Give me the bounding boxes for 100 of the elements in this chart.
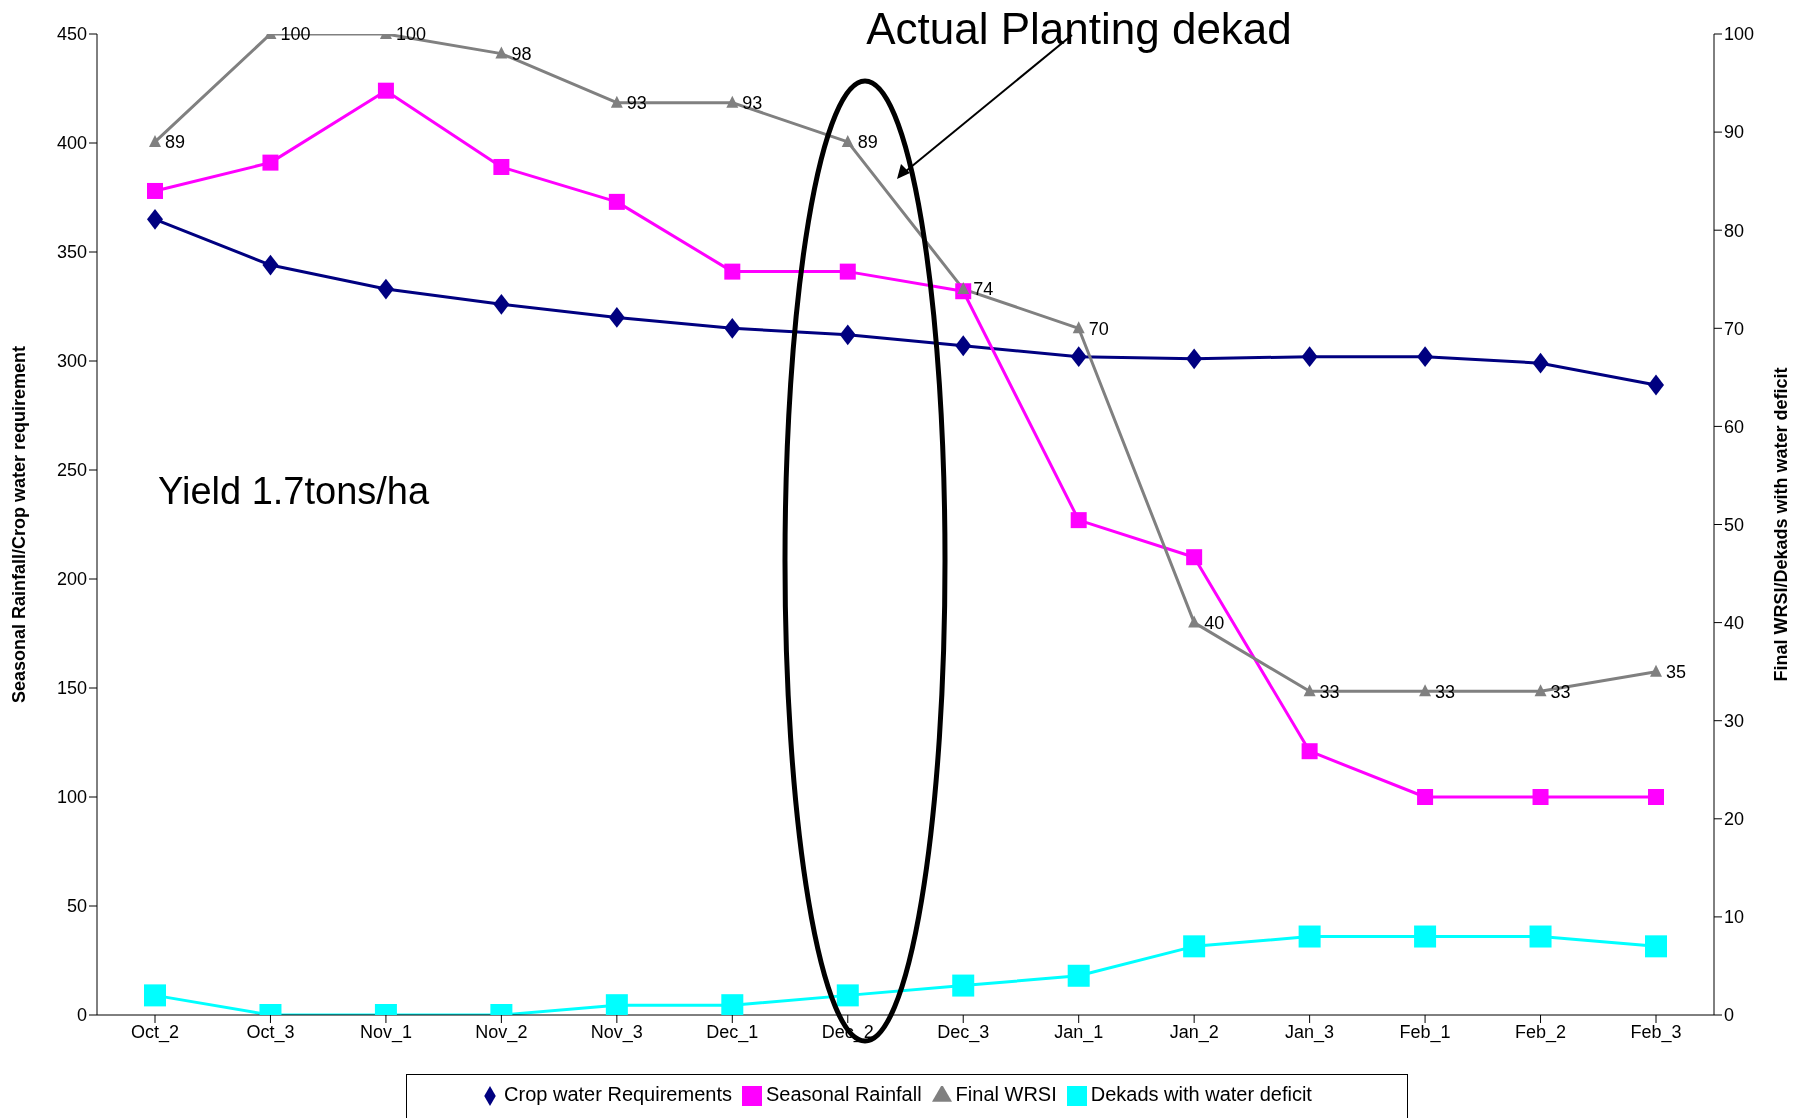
x-tick-label: Jan_3 [1285, 1021, 1335, 1043]
y-tick-label: 450 [56, 24, 87, 45]
point [1532, 789, 1549, 805]
point [493, 158, 510, 175]
data-label: 35 [1666, 662, 1687, 683]
y2-axis-title: Final WRSI/Dekads with water deficit [1771, 367, 1792, 682]
point [1417, 789, 1434, 805]
y2-tick-label: 60 [1724, 416, 1745, 437]
y-tick-label: 350 [56, 242, 87, 263]
data-label: 100 [395, 24, 426, 45]
legend-label: Seasonal Rainfall [765, 1083, 922, 1105]
point [1417, 346, 1434, 368]
y2-tick-label: 20 [1724, 809, 1745, 830]
point [608, 307, 625, 328]
point [955, 335, 972, 357]
point [721, 994, 744, 1015]
point [147, 208, 163, 230]
data-label: 89 [165, 132, 186, 153]
y2-tick-label: 40 [1724, 612, 1745, 633]
x-tick-label: Feb_1 [1399, 1021, 1451, 1043]
point [377, 278, 394, 300]
point [1645, 935, 1667, 958]
y2-tick-label: 80 [1724, 220, 1745, 241]
point [841, 134, 854, 147]
point [1301, 743, 1318, 760]
y2-tick-label: 0 [1724, 1005, 1735, 1026]
annotation: Yield 1.7tons/ha [158, 470, 430, 512]
point [726, 95, 739, 108]
point [1529, 925, 1552, 948]
y-tick-label: 300 [56, 351, 87, 372]
x-tick-label: Nov_3 [590, 1021, 643, 1043]
point [1648, 374, 1664, 396]
y2-tick-label: 10 [1724, 907, 1745, 928]
y-tick-label: 150 [56, 678, 87, 699]
point [724, 317, 741, 339]
x-tick-label: Dec_1 [706, 1021, 759, 1043]
y-tick-label: 400 [56, 133, 87, 154]
point [1070, 346, 1087, 368]
point [839, 324, 856, 346]
point [262, 254, 279, 276]
point [952, 974, 975, 997]
point [1419, 684, 1432, 697]
data-label: 93 [626, 93, 647, 114]
legend-label: Crop water Requirements [504, 1083, 732, 1105]
y2-tick-label: 30 [1724, 711, 1745, 732]
legend-label: Final WRSI [955, 1083, 1057, 1105]
data-label: 93 [742, 93, 763, 114]
point [1532, 352, 1549, 374]
x-tick-label: Dec_3 [937, 1021, 990, 1043]
x-tick-label: Nov_2 [475, 1021, 528, 1043]
point [149, 134, 161, 147]
point [144, 984, 166, 1007]
x-tick-label: Feb_3 [1630, 1021, 1682, 1043]
y-tick-label: 50 [66, 896, 87, 917]
point [1186, 348, 1203, 370]
point [724, 263, 741, 280]
point [493, 293, 510, 315]
point [1650, 664, 1662, 677]
point [957, 282, 970, 295]
y2-tick-label: 50 [1724, 514, 1745, 535]
point [1414, 925, 1437, 948]
point [262, 154, 279, 171]
y2-tick-label: 90 [1724, 122, 1745, 143]
y-tick-label: 100 [56, 787, 87, 808]
data-label: 98 [511, 44, 532, 65]
data-label: 33 [1319, 681, 1340, 702]
data-label: 100 [280, 24, 311, 45]
point [1188, 615, 1201, 628]
y-tick-label: 250 [56, 460, 87, 481]
point [605, 994, 628, 1015]
annotation: Actual Planting dekad [866, 4, 1292, 53]
y2-tick-label: 100 [1724, 24, 1755, 45]
data-label: 33 [1550, 681, 1571, 702]
point [1301, 346, 1318, 368]
x-tick-label: Oct_3 [246, 1021, 295, 1043]
data-label: 70 [1088, 318, 1109, 339]
x-tick-label: Nov_1 [359, 1021, 412, 1043]
point [1303, 684, 1316, 697]
x-tick-label: Feb_2 [1515, 1021, 1567, 1043]
legend-label: Dekads with water deficit [1090, 1083, 1312, 1105]
y2-tick-label: 70 [1724, 318, 1745, 339]
y-axis-title: Seasonal Rainfall/Crop water requirement [9, 345, 30, 704]
point [1183, 935, 1206, 958]
data-label: 89 [857, 132, 878, 153]
point [1070, 512, 1087, 529]
data-label: 40 [1204, 612, 1225, 633]
point [147, 182, 163, 199]
point [1648, 789, 1664, 805]
point [1186, 549, 1203, 566]
y-tick-label: 200 [56, 569, 87, 590]
point [836, 984, 859, 1007]
point [377, 82, 394, 99]
point [1298, 925, 1321, 948]
point [839, 263, 856, 280]
point [1534, 684, 1547, 697]
point [610, 95, 623, 108]
x-tick-label: Jan_1 [1054, 1021, 1104, 1043]
x-tick-label: Jan_2 [1169, 1021, 1219, 1043]
y-tick-label: 0 [76, 1005, 87, 1026]
x-tick-label: Oct_2 [130, 1021, 180, 1043]
